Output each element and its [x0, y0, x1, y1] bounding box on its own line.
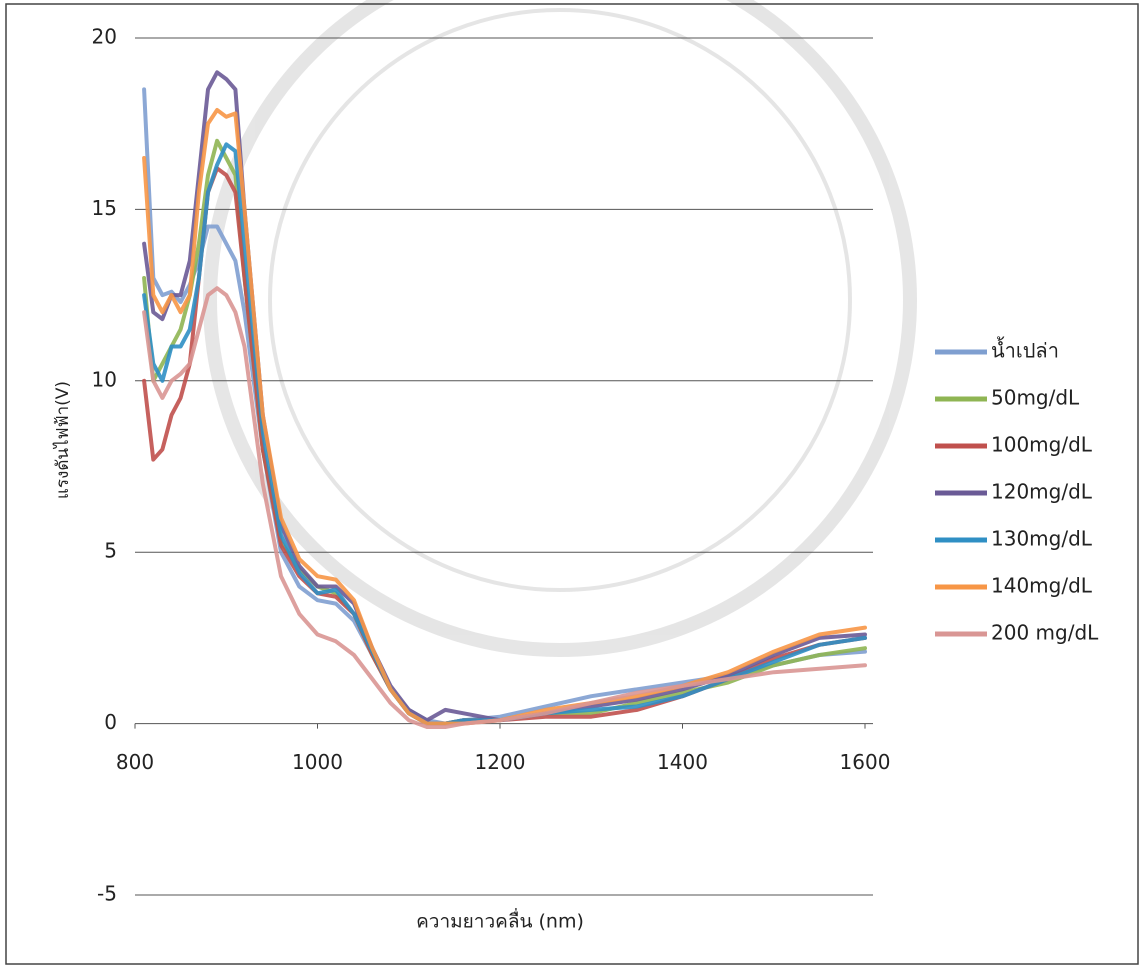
y-tick-label: 10: [92, 367, 117, 391]
legend-label: 140mg/dL: [991, 574, 1093, 598]
y-tick-label: 0: [104, 710, 117, 734]
x-tick-label: 1400: [657, 750, 708, 774]
x-tick-label: 1600: [840, 750, 891, 774]
legend-label: 130mg/dL: [991, 527, 1093, 551]
chart-border: [5, 3, 1139, 965]
y-tick-label: 15: [92, 196, 117, 220]
x-tick-label: 800: [116, 750, 154, 774]
series-line: [142, 286, 867, 729]
series-line: [142, 70, 867, 723]
watermark: [203, 0, 917, 657]
legend-label: 100mg/dL: [991, 433, 1093, 457]
x-tick-label: 1000: [292, 750, 343, 774]
x-axis-title: ความยาวคลื่น (nm): [416, 908, 584, 933]
legend-label: 50mg/dL: [991, 386, 1080, 410]
series-line: [142, 166, 867, 726]
x-tick-label: 1200: [475, 750, 526, 774]
legend-label: 200 mg/dL: [991, 621, 1099, 645]
y-tick-label: 5: [104, 539, 117, 563]
y-tick-label: 20: [92, 25, 117, 49]
y-axis-title: แรงดันไฟฟ้า(V): [52, 381, 73, 499]
series-line: [142, 108, 867, 726]
legend-label: 120mg/dL: [991, 480, 1093, 504]
y-tick-label: -5: [97, 882, 117, 906]
legend-label: น้ำเปล่า: [991, 337, 1059, 363]
series-line: [142, 142, 867, 726]
series-line: [142, 138, 867, 726]
